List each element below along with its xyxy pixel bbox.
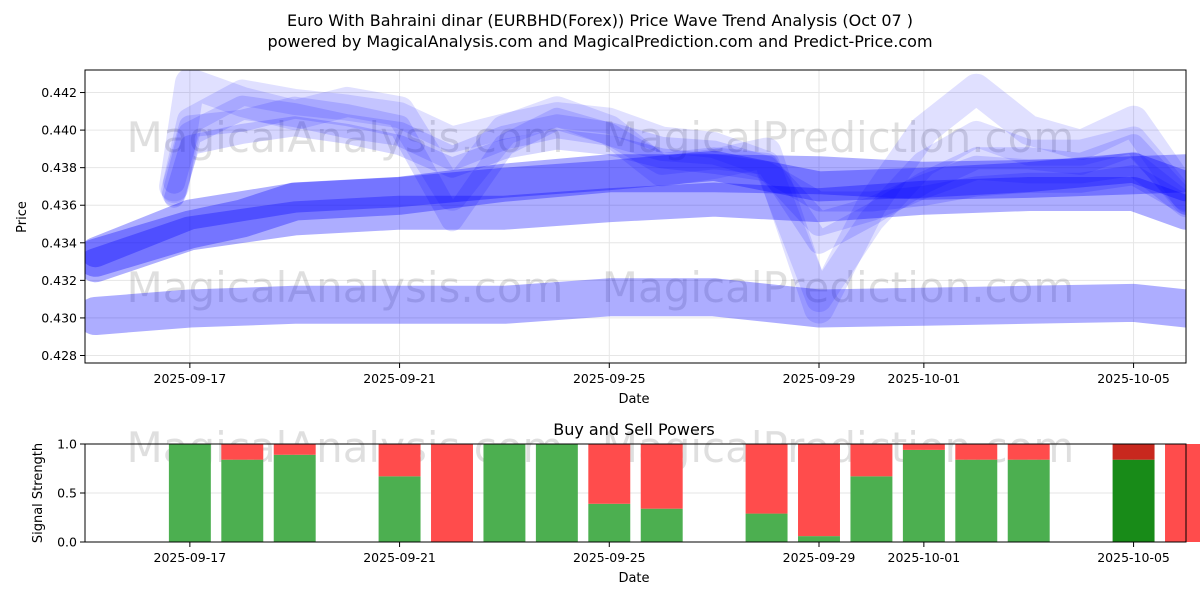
- price-axes: 2025-09-17 2025-09-21 2025-09-25 2025-09-29…: [41, 85, 1170, 386]
- buy-power-bar: [483, 444, 526, 542]
- buy-power-bar: [588, 503, 631, 542]
- price-x-axis-label: Date: [618, 392, 649, 407]
- price-x-tick-label: 2025-09-29: [783, 371, 856, 386]
- signal-y-axis-label: Signal Strength: [31, 443, 46, 543]
- watermark-prediction: MagicalPrediction.com: [602, 113, 1075, 162]
- price-y-axis-label: Price: [15, 201, 30, 233]
- buy-power-bar: [273, 454, 316, 542]
- sell-power-bar: [745, 444, 788, 514]
- sell-power-bar: [378, 444, 421, 477]
- sell-power-bar: [1165, 444, 1200, 542]
- price-watermarks: MagicalAnalysis.com MagicalPrediction.co…: [127, 113, 1075, 312]
- buy-power-bar: [1007, 459, 1050, 542]
- watermark-analysis: MagicalAnalysis.com: [127, 113, 564, 162]
- signal-axes: 2025-09-17 2025-09-21 2025-09-25 2025-09-29…: [57, 437, 1170, 566]
- sell-power-bar: [798, 444, 840, 537]
- buy-power-bar: [640, 508, 683, 542]
- chart-subtitle: powered by MagicalAnalysis.com and Magic…: [267, 32, 932, 51]
- sell-power-bar: [588, 444, 631, 504]
- price-y-tick-label: 0.438: [41, 160, 77, 175]
- price-x-tick-label: 2025-09-25: [573, 371, 646, 386]
- price-series-wave-trend-a: [85, 154, 1186, 277]
- signal-y-tick-label: 0.5: [57, 486, 77, 501]
- price-y-tick-label: 0.440: [41, 123, 77, 138]
- price-series-wave-swing-5: [164, 116, 1186, 216]
- price-x-tick-label: 2025-10-05: [1097, 371, 1170, 386]
- sell-power-bar: [273, 444, 316, 455]
- price-y-tick-label: 0.436: [41, 198, 77, 213]
- buy-power-bar: [221, 459, 264, 542]
- sell-power-bar: [955, 444, 998, 460]
- signal-panel: Buy and Sell Powers MagicalAnalysis.com …: [31, 420, 1200, 586]
- price-x-tick-label: 2025-09-17: [154, 371, 227, 386]
- buy-power-bar: [955, 459, 998, 542]
- buy-power-bar: [745, 513, 788, 542]
- buy-power-bar: [902, 449, 945, 542]
- signal-x-tick-label: 2025-09-29: [783, 550, 856, 565]
- signal-x-tick-label: 2025-10-05: [1097, 550, 1170, 565]
- signal-y-tick-label: 1.0: [57, 437, 77, 452]
- sell-power-bar: [221, 444, 264, 460]
- buy-power-bar: [378, 476, 421, 542]
- price-series-wave-lower: [85, 278, 1186, 335]
- price-y-tick-label: 0.434: [41, 235, 77, 250]
- price-x-tick-label: 2025-09-21: [363, 371, 436, 386]
- price-series-wave-swing-1: [159, 70, 1186, 324]
- price-y-tick-label: 0.428: [41, 348, 77, 363]
- price-y-tick-label: 0.442: [41, 85, 77, 100]
- signal-x-tick-label: 2025-09-21: [363, 550, 436, 565]
- price-series-wave-swing-4: [163, 96, 1186, 254]
- price-panel: MagicalAnalysis.com MagicalPrediction.co…: [15, 69, 1187, 407]
- watermark-analysis: MagicalAnalysis.com: [127, 263, 564, 312]
- signal-x-tick-label: 2025-09-25: [573, 550, 646, 565]
- signal-x-axis-label: Date: [618, 571, 649, 586]
- watermark-prediction: MagicalPrediction.com: [602, 263, 1075, 312]
- price-x-tick-label: 2025-10-01: [888, 371, 961, 386]
- buy-power-bar: [535, 444, 578, 542]
- sell-power-bar: [640, 444, 683, 509]
- price-series-wave-trend-b: [85, 177, 1186, 283]
- signal-y-tick-label: 0.0: [57, 535, 77, 550]
- price-series-holder: [85, 70, 1186, 335]
- price-y-tick-label: 0.430: [41, 310, 77, 325]
- buy-power-bar: [1112, 459, 1155, 542]
- sell-power-bar: [902, 444, 945, 450]
- price-wave-series: [85, 70, 1186, 335]
- sell-power-bar: [1007, 444, 1050, 460]
- buy-power-bar: [850, 476, 893, 542]
- price-series-wave-swing-2: [161, 79, 1186, 313]
- sell-power-bar: [850, 444, 893, 477]
- price-series-wave-swing-3: [162, 95, 1186, 236]
- buy-power-bar: [798, 536, 840, 542]
- buy-power-bar: [168, 444, 211, 542]
- price-plot-frame: [84, 69, 1187, 364]
- sell-power-bar: [431, 444, 473, 542]
- price-series-wave-upper: [85, 150, 1186, 268]
- price-grid: [85, 70, 1186, 363]
- price-y-tick-label: 0.432: [41, 273, 77, 288]
- signal-panel-title: Buy and Sell Powers: [553, 420, 715, 439]
- sell-power-bar: [1112, 444, 1155, 460]
- signal-x-tick-label: 2025-10-01: [888, 550, 961, 565]
- chart-title: Euro With Bahraini dinar (EURBHD(Forex))…: [287, 11, 913, 30]
- signal-bars: [168, 444, 1200, 542]
- signal-x-tick-label: 2025-09-17: [154, 550, 227, 565]
